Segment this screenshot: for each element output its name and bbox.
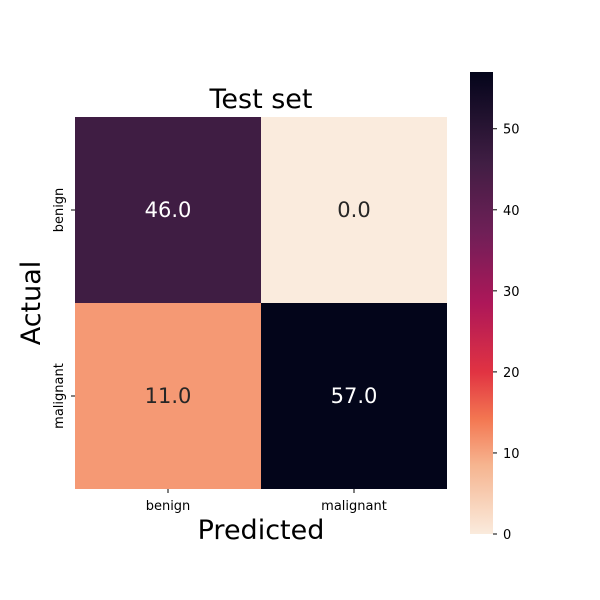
- heatmap-cell-benign-benign: [75, 117, 261, 303]
- y-axis-title: Actual: [16, 261, 47, 346]
- colorbar-tick-label: 30: [503, 285, 520, 300]
- x-axis-title: Predicted: [198, 515, 325, 546]
- colorbar-tick-label: 40: [503, 204, 520, 219]
- x-tick-label: malignant: [321, 499, 387, 514]
- y-axis-ticks: benign malignant: [52, 188, 75, 429]
- x-axis-ticks: benign malignant: [146, 489, 387, 514]
- colorbar: [470, 72, 493, 534]
- heatmap-cell-label: 57.0: [331, 384, 378, 408]
- colorbar-tick-label: 50: [503, 123, 520, 138]
- x-tick-label: benign: [146, 499, 191, 514]
- colorbar-tick-label: 0: [503, 528, 511, 543]
- heatmap-cell-malignant-malignant: [261, 303, 447, 489]
- heatmap-cell-label: 11.0: [145, 384, 192, 408]
- heatmap-cell-benign-malignant: [261, 117, 447, 303]
- heatmap-cells: 46.0 0.0 11.0 57.0: [75, 117, 447, 489]
- heatmap-cell-malignant-benign: [75, 303, 261, 489]
- heatmap-cell-label: 46.0: [145, 198, 192, 222]
- heatmap-cell-label: 0.0: [337, 198, 370, 222]
- y-tick-label: benign: [52, 188, 67, 233]
- y-tick-label: malignant: [52, 363, 67, 429]
- chart-title: Test set: [208, 84, 312, 115]
- colorbar-ticks: 0 10 20 30 40 50: [493, 123, 520, 543]
- colorbar-tick-label: 10: [503, 447, 520, 462]
- colorbar-tick-label: 20: [503, 366, 520, 381]
